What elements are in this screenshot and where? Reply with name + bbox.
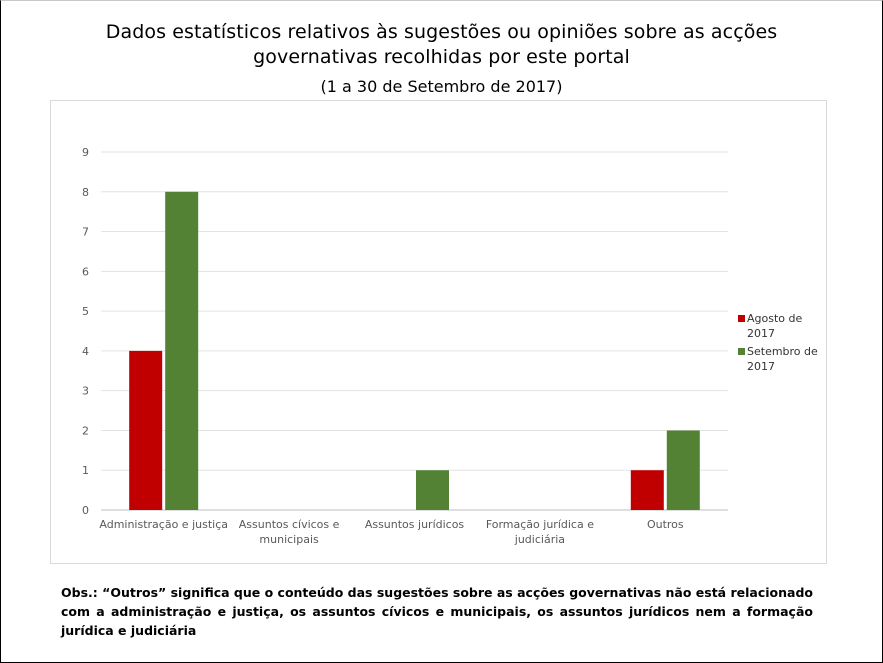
y-tick-label: 0: [82, 504, 89, 517]
chart-title-line-1: Dados estatísticos relativos às sugestõe…: [105, 21, 778, 43]
legend-swatch: [738, 315, 745, 322]
x-tick-label: judiciária: [514, 533, 565, 546]
bar: [416, 470, 449, 510]
bar: [165, 191, 199, 510]
legend-label: Agosto de: [747, 312, 803, 325]
y-tick-label: 2: [82, 424, 89, 437]
x-tick-label: Formação jurídica e: [486, 518, 594, 531]
legend-label: 2017: [747, 360, 775, 373]
chart-area: 0 1 2 3 4 5 6 7 8 9 Administração e justiça Assunto…: [50, 100, 827, 564]
bar: [666, 430, 700, 510]
y-tick-label: 1: [82, 464, 89, 477]
y-tick-label: 7: [82, 226, 89, 239]
x-tick-label: Outros: [647, 518, 684, 531]
bar-chart: 0 1 2 3 4 5 6 7 8 9 Administração e justiça Assunto…: [82, 146, 728, 546]
x-tick-label: Assuntos cívicos e: [239, 518, 340, 531]
legend-swatch: [738, 348, 745, 355]
x-tick-label: Administração e justiça: [99, 518, 228, 531]
y-tick-label: 8: [82, 186, 89, 199]
y-tick-label: 5: [82, 305, 89, 318]
x-tick-label: municipais: [259, 533, 319, 546]
chart-title-line-2: governativas recolhidas por este portal: [253, 46, 630, 68]
y-tick-label: 4: [82, 345, 89, 358]
legend-label: Setembro de: [747, 345, 818, 358]
y-tick-label: 6: [82, 265, 89, 278]
bar: [630, 470, 664, 510]
footnote: Obs.: “Outros” significa que o conteúdo …: [61, 585, 813, 638]
y-tick-label: 3: [82, 385, 89, 398]
chart-subtitle: (1 a 30 de Setembro de 2017): [320, 77, 563, 96]
x-tick-label: Assuntos jurídicos: [365, 518, 465, 531]
bar: [129, 350, 163, 510]
y-tick-label: 9: [82, 146, 89, 159]
chart-title: Dados estatísticos relativos às sugestõe…: [0, 20, 883, 70]
legend-label: 2017: [747, 327, 775, 340]
